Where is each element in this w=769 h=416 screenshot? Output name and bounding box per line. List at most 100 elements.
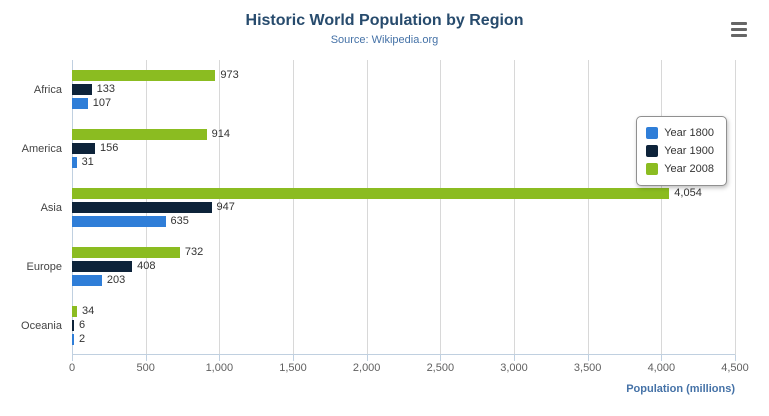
legend-label: Year 1800 [664,127,714,139]
bar-value-label: 914 [211,128,231,140]
x-axis-tick-labels: 0 500 1,000 1,500 2,000 2,500 3,000 3,500 4,000 4… [68,362,749,376]
bar-oceania-year-1800[interactable] [72,334,74,345]
x-tick-label: 0 [68,362,76,374]
x-axis-tick [661,355,663,361]
legend-swatch [646,145,659,157]
x-tick-label: 1,500 [279,362,307,374]
bar-row: 635 [72,216,735,227]
bar-value-label: 947 [216,201,235,213]
bar-europe-year-2008[interactable] [72,247,180,258]
bar-row: 156 [72,143,735,154]
bar-row: 34 [72,306,735,317]
legend-item-year-2008[interactable]: Year 2008 [646,160,714,178]
legend-swatch [646,127,659,139]
legend-label: Year 2008 [664,163,714,175]
bar-value-label: 203 [106,274,126,286]
bar-row: 408 [72,261,735,272]
bar-africa-year-1800[interactable] [72,98,88,109]
bar-asia-year-2008[interactable] [72,188,670,199]
bar-row: 133 [72,84,735,95]
chart-title: Historic World Population by Region [245,12,524,29]
y-category-label-africa: Africa [33,83,62,96]
bar-oceania-year-1900[interactable] [72,320,74,331]
bar-value-label: 2 [79,333,86,345]
x-axis-tick [72,355,73,361]
bar-value-label: 635 [170,215,189,227]
plot-area: 973 133 107 914 156 31 4,054 947 635 732 408 203 34 6… [72,60,736,361]
y-category-label-oceania: Oceania [21,319,62,332]
y-axis-category-labels: Africa America Asia Europe Oceania [0,60,64,355]
bar-row: 31 [72,157,735,168]
bar-row: 947 [72,202,735,213]
gridline [587,60,589,355]
bar-value-label: 6 [79,319,86,331]
bar-value-label: 732 [184,246,204,258]
x-axis-tick [145,355,147,361]
y-category-label-europe: Europe [26,260,62,273]
y-category-label-asia: Asia [40,201,62,214]
bar-america-year-1900[interactable] [72,143,95,154]
gridline [219,60,221,355]
bar-row: 973 [72,70,735,81]
x-axis-tick [219,355,221,361]
bar-row: 203 [72,275,735,286]
bar-africa-year-1900[interactable] [72,84,92,95]
bar-row: 2 [72,334,735,345]
bar-oceania-year-2008[interactable] [72,306,77,317]
bar-row: 914 [72,129,735,140]
bar-value-label: 133 [96,83,115,95]
bar-row: 4,054 [72,188,735,199]
legend: Year 1800 Year 1900 Year 2008 [636,116,727,186]
bar-value-label: 107 [92,97,112,109]
bar-america-year-1800[interactable] [72,157,77,168]
bar-america-year-2008[interactable] [72,129,207,140]
x-tick-label: 4,000 [647,362,676,374]
gridline [440,60,442,355]
bar-value-label: 31 [81,156,94,168]
gridline [661,60,663,355]
x-tick-label: 1,000 [205,362,234,374]
x-axis-tick [514,355,515,361]
bar-asia-year-1900[interactable] [72,202,212,213]
gridline [293,60,294,355]
x-tick-label: 3,500 [573,362,602,374]
x-axis-tick [735,355,736,361]
bar-africa-year-2008[interactable] [72,70,216,81]
x-axis-title: Population (millions) [626,383,735,395]
gridline [514,60,515,355]
x-axis-tick [293,355,294,361]
bar-value-label: 34 [82,305,95,317]
legend-swatch [646,163,659,175]
hamburger-line [731,22,747,25]
bar-value-label: 973 [220,69,239,81]
bar-asia-year-1800[interactable] [72,216,166,227]
x-tick-label: 2,000 [352,362,381,374]
bar-row: 732 [72,247,735,258]
bar-value-label: 408 [137,260,156,272]
bar-row: 6 [72,320,735,331]
x-axis-tick [587,355,589,361]
bar-value-label: 4,054 [674,187,702,199]
legend-label: Year 1900 [664,145,714,157]
x-tick-label: 4,500 [721,362,749,374]
x-axis-tick [440,355,442,361]
hamburger-line [731,34,747,37]
x-tick-label: 3,000 [500,362,528,374]
bar-europe-year-1900[interactable] [72,261,133,272]
bar-value-label: 156 [99,142,119,154]
x-axis-line [72,354,735,355]
gridline [735,60,736,355]
gridline [366,60,368,355]
legend-item-year-1800[interactable]: Year 1800 [646,124,714,142]
x-tick-label: 2,500 [426,362,455,374]
x-axis-tick [366,355,368,361]
legend-item-year-1900[interactable]: Year 1900 [646,142,714,160]
bar-europe-year-1800[interactable] [72,275,102,286]
bar-row: 107 [72,98,735,109]
chart-subtitle: Source: Wikipedia.org [330,34,439,46]
hamburger-menu-icon[interactable] [731,22,747,40]
y-category-label-america: America [21,142,62,155]
hamburger-line [731,28,747,31]
x-tick-label: 500 [136,362,155,374]
